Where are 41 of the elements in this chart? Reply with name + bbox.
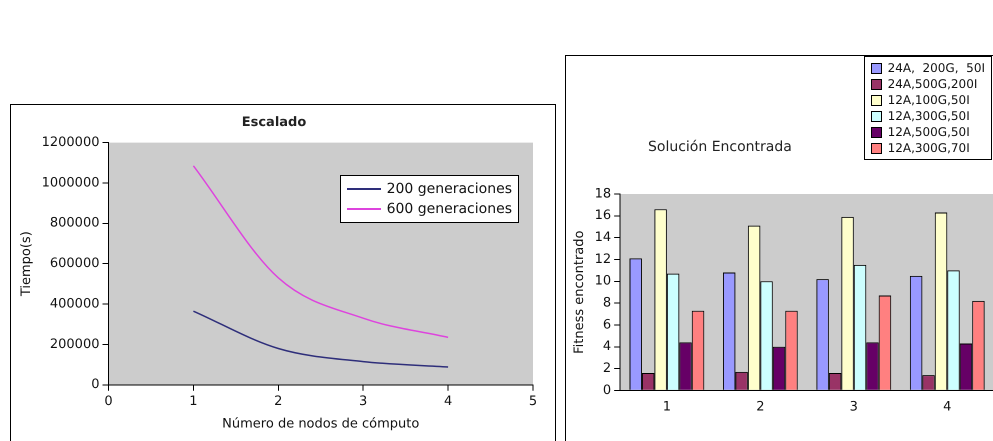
x-tick-label: 0 [104,394,113,409]
x-tick-label: 2 [756,400,764,415]
legend-label: 24A, 200G, 50I [888,61,985,75]
y-tick-label: 400000 [50,296,100,312]
x-axis-title: Número de nodos de cómputo [222,416,420,432]
x-tick-label: 1 [662,400,672,415]
y-tick-label: 12 [594,252,612,267]
y-tick-label: 16 [594,208,612,224]
y-tick-label: 0 [91,377,100,392]
legend-label: 12A,100G,50I [888,93,970,107]
x-tick-label: 4 [943,400,952,415]
y-tick-label: 10 [594,274,612,289]
y-axis-title: Tiempo(s) [19,231,34,298]
y-tick-label: 8 [602,295,612,310]
legend-label: 12A,500G,50I [888,125,970,139]
chart-title: Solución Encontrada [648,139,792,155]
x-tick-label: 2 [274,394,282,409]
y-tick-label: 600000 [50,256,100,272]
y-tick-label: 1200000 [42,134,100,150]
y-tick-label: 4 [602,339,612,354]
y-tick-label: 14 [594,230,612,246]
y-tick-label: 800000 [50,216,100,231]
y-tick-label: 0 [602,382,612,398]
legend-label: 12A,300G,70I [888,141,970,155]
legend-label: 600 generaciones [386,201,512,217]
x-tick-label: 3 [850,400,858,415]
y-tick-label: 2 [602,360,612,376]
x-tick-label: 1 [189,394,198,409]
x-tick-label: 5 [528,394,538,409]
legend-label: 200 generaciones [386,181,512,197]
legend-label: 24A,500G,200I [888,77,978,91]
legend-label: 12A,300G,50I [888,109,970,123]
y-tick-label: 1000000 [42,175,100,190]
chart-title: Escalado [242,115,306,130]
y-tick-label: 200000 [50,336,100,352]
line-series [192,310,449,368]
y-tick-label: 6 [602,317,612,332]
x-tick-label: 4 [444,394,452,409]
y-axis-title: Fitness encontrado [572,230,588,354]
y-tick-label: 18 [594,186,612,202]
x-tick-label: 3 [359,394,368,409]
